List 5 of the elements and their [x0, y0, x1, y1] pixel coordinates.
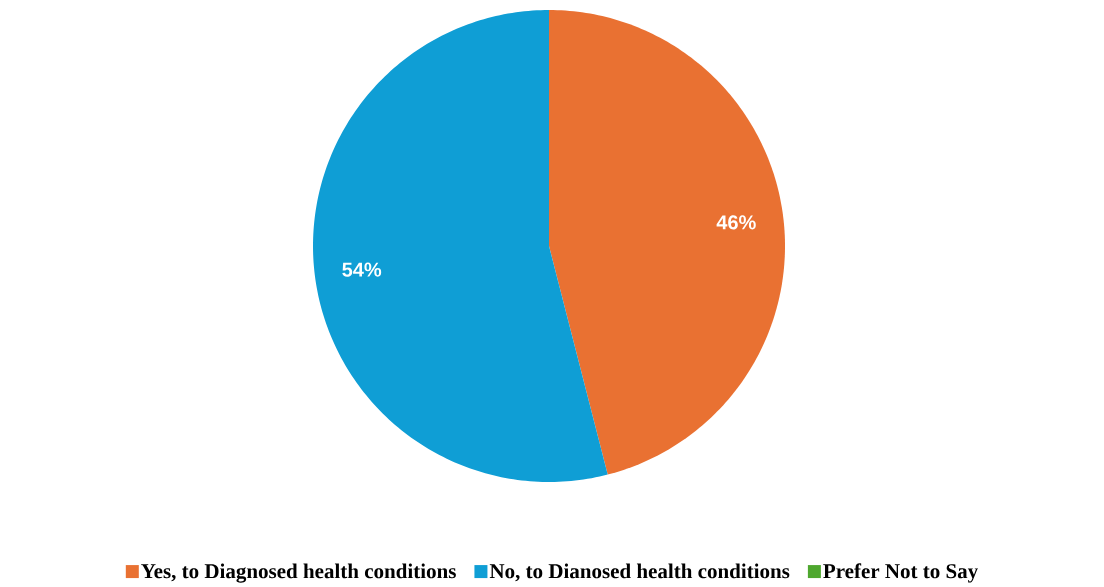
legend-label: Prefer Not to Say — [823, 563, 978, 583]
legend-label: Yes, to Diagnosed health conditions — [141, 563, 456, 583]
data-label: 54% — [342, 262, 382, 277]
data-label: 46% — [716, 215, 756, 230]
legend-label: No, to Dianosed health conditions — [489, 563, 790, 582]
